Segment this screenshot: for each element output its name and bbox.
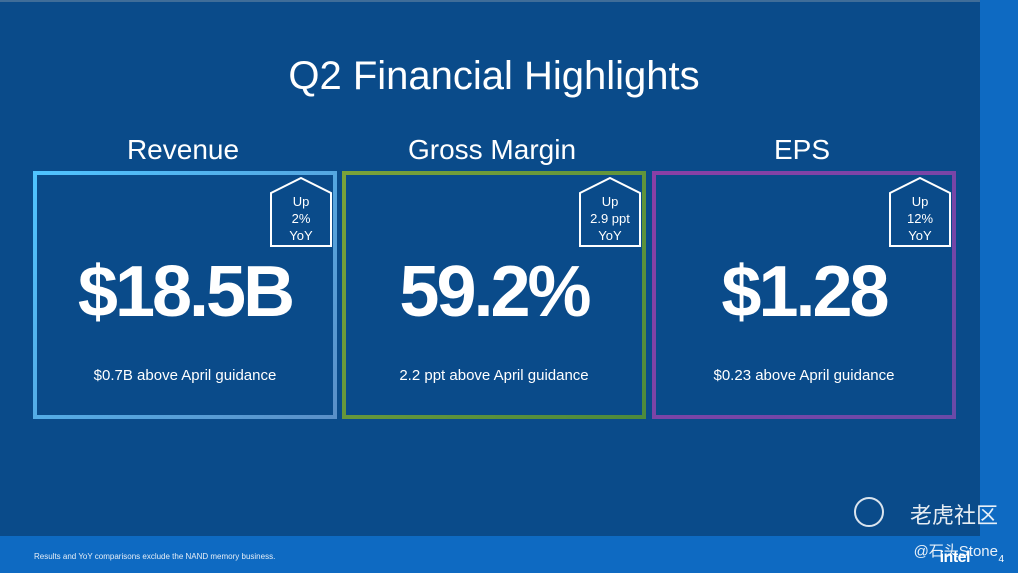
slide-title: Q2 Financial Highlights	[288, 54, 700, 98]
page-number: 4	[998, 554, 1004, 565]
house-badge-icon	[579, 177, 641, 247]
eps-badge-line3: YoY	[908, 228, 932, 243]
gross-margin-badge-line3: YoY	[598, 228, 622, 243]
footnote: Results and YoY comparisons exclude the …	[34, 552, 276, 561]
eps-note: $0.23 above April guidance	[713, 367, 895, 384]
eps-yoy-badge: Up 12% YoY	[889, 177, 951, 247]
gross-margin-badge-line2: 2.9 ppt	[590, 211, 630, 226]
gross-margin-note: 2.2 ppt above April guidance	[399, 367, 589, 384]
revenue-yoy-badge: Up 2% YoY	[270, 177, 332, 247]
gross-margin-heading: Gross Margin	[407, 134, 577, 165]
revenue-card: Up 2% YoY $18.5B $0.7B above April guida…	[33, 171, 337, 419]
bottom-bar: Results and YoY comparisons exclude the …	[0, 536, 1018, 573]
revenue-heading: Revenue	[126, 134, 240, 165]
eps-card: Up 12% YoY $1.28 $0.23 above April guida…	[652, 171, 956, 419]
eps-badge-line1: Up	[911, 194, 929, 209]
gross-margin-value: 59.2%	[399, 252, 591, 332]
revenue-badge-line2: 2%	[291, 211, 311, 226]
gross-margin-card: Up 2.9 ppt YoY 59.2% 2.2 ppt above April…	[342, 171, 646, 419]
revenue-value: $18.5B	[77, 252, 295, 332]
gross-margin-yoy-badge: Up 2.9 ppt YoY	[579, 177, 641, 247]
intel-logo: intel	[939, 549, 971, 566]
house-badge-icon	[270, 177, 332, 247]
eps-value: $1.28	[721, 252, 889, 332]
top-divider	[0, 0, 1018, 2]
revenue-badge-line3: YoY	[289, 228, 313, 243]
revenue-note: $0.7B above April guidance	[93, 367, 277, 384]
right-accent-strip	[980, 0, 1018, 536]
house-badge-icon	[889, 177, 951, 247]
eps-badge-line2: 12%	[906, 211, 934, 226]
watermark-tiger-icon	[854, 497, 884, 527]
watermark-handle: @石头Stone	[913, 543, 998, 560]
revenue-badge-line1: Up	[292, 194, 310, 209]
watermark-text: 老虎社区	[909, 503, 998, 528]
gross-margin-badge-line1: Up	[601, 194, 619, 209]
eps-heading: EPS	[773, 134, 831, 165]
